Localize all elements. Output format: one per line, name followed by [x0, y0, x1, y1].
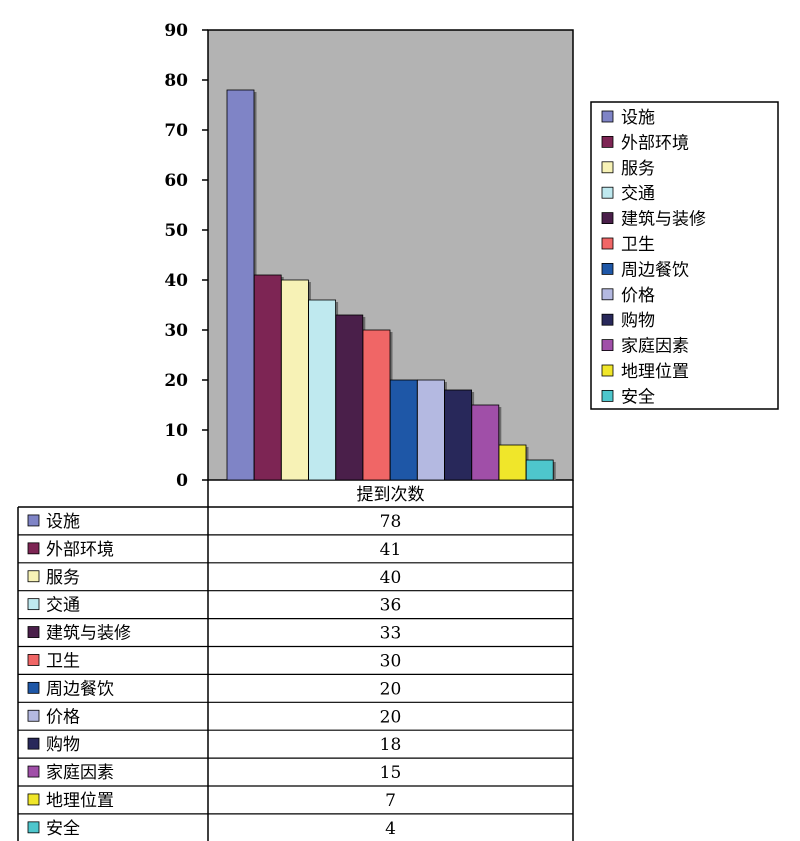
y-tick-label: 80	[164, 71, 188, 91]
table-row-category: 交通	[46, 596, 80, 616]
legend-swatch	[601, 364, 614, 377]
bar-9	[444, 389, 473, 481]
table-row-category: 家庭因素	[46, 763, 114, 783]
table-row-swatch	[27, 542, 40, 555]
bar-3	[280, 279, 309, 481]
table-row-category: 地理位置	[46, 791, 114, 811]
table-row-category: 建筑与装修	[46, 624, 131, 644]
legend-label: 地理位置	[621, 362, 689, 382]
bar-12	[525, 459, 554, 481]
legend-label: 周边餐饮	[621, 260, 689, 280]
bars	[226, 89, 556, 481]
y-tick-label: 60	[164, 171, 188, 191]
legend-label: 服务	[621, 159, 655, 179]
table-row-value: 4	[385, 819, 396, 839]
legend-swatch	[601, 389, 614, 402]
table-row-category: 外部环境	[46, 540, 114, 560]
legend-label: 外部环境	[621, 133, 689, 153]
legend-label: 购物	[621, 311, 655, 331]
legend-swatch	[601, 212, 614, 225]
y-axis-ticks: 0 10 20 30 40 50 60 70 80 90	[164, 21, 208, 491]
table-row-value: 30	[380, 651, 402, 671]
table-row-value: 78	[380, 512, 402, 532]
table-row-category: 购物	[46, 735, 80, 755]
legend-label: 交通	[621, 184, 655, 204]
table-row-swatch	[27, 737, 40, 750]
legend-label: 安全	[621, 387, 655, 407]
y-tick-label: 30	[164, 321, 188, 341]
bar-4	[308, 299, 337, 481]
table-row-value: 15	[380, 763, 402, 783]
table-row-swatch	[27, 626, 40, 638]
table-row-value: 36	[380, 596, 402, 616]
table-row-swatch	[27, 821, 40, 834]
legend-swatch	[601, 135, 614, 148]
bar-11	[498, 444, 527, 481]
table-row-swatch	[27, 598, 40, 611]
table-row-swatch	[27, 793, 40, 806]
table-row-swatch	[27, 709, 40, 722]
table-row-value: 20	[380, 679, 402, 699]
legend-swatch	[601, 288, 614, 301]
legend-swatch	[601, 262, 614, 275]
table-row-swatch	[27, 514, 40, 527]
legend-swatch	[601, 161, 614, 174]
y-tick-label: 70	[164, 121, 188, 141]
y-tick-label: 50	[164, 221, 188, 241]
table-row-swatch	[27, 570, 40, 583]
table-row-category: 卫生	[46, 651, 80, 671]
legend-box	[590, 101, 779, 410]
bar-5	[335, 314, 364, 481]
table-row-value: 41	[380, 540, 402, 560]
table-row-value: 33	[380, 624, 402, 644]
bar-1	[226, 89, 255, 481]
table-row-category: 设施	[46, 512, 80, 532]
y-tick-label: 90	[164, 21, 188, 41]
table-row-category: 服务	[46, 568, 80, 588]
table-row-swatch	[27, 654, 40, 666]
legend-label: 价格	[621, 286, 655, 306]
legend-swatch	[601, 313, 614, 326]
table-series-header: 提到次数	[357, 485, 425, 505]
table-row-value: 18	[380, 735, 402, 755]
y-tick-label: 10	[164, 421, 188, 441]
legend-label: 建筑与装修	[621, 210, 706, 230]
table-row-value: 20	[380, 707, 402, 727]
y-tick-label: 40	[164, 271, 188, 291]
table-row-swatch	[27, 681, 40, 694]
bar-6	[362, 329, 391, 481]
legend-label: 家庭因素	[621, 337, 689, 357]
legend-swatch	[601, 110, 614, 123]
legend-swatch	[601, 186, 614, 199]
bar-10	[471, 404, 500, 481]
legend-swatch	[601, 339, 614, 352]
table-row-category: 价格	[46, 707, 80, 727]
legend-label: 设施	[621, 108, 655, 128]
table-row-value: 40	[380, 568, 402, 588]
table-row-value: 7	[385, 791, 396, 811]
bar-8	[416, 379, 445, 481]
bar-7	[389, 379, 418, 481]
y-tick-label: 0	[176, 471, 188, 491]
bar-2	[253, 274, 282, 481]
table-row-swatch	[27, 765, 40, 778]
legend-label: 卫生	[621, 235, 655, 255]
table-row-category: 周边餐饮	[46, 679, 114, 699]
y-tick-label: 20	[164, 371, 188, 391]
table-row-category: 安全	[46, 819, 80, 839]
legend-swatch	[601, 237, 614, 250]
